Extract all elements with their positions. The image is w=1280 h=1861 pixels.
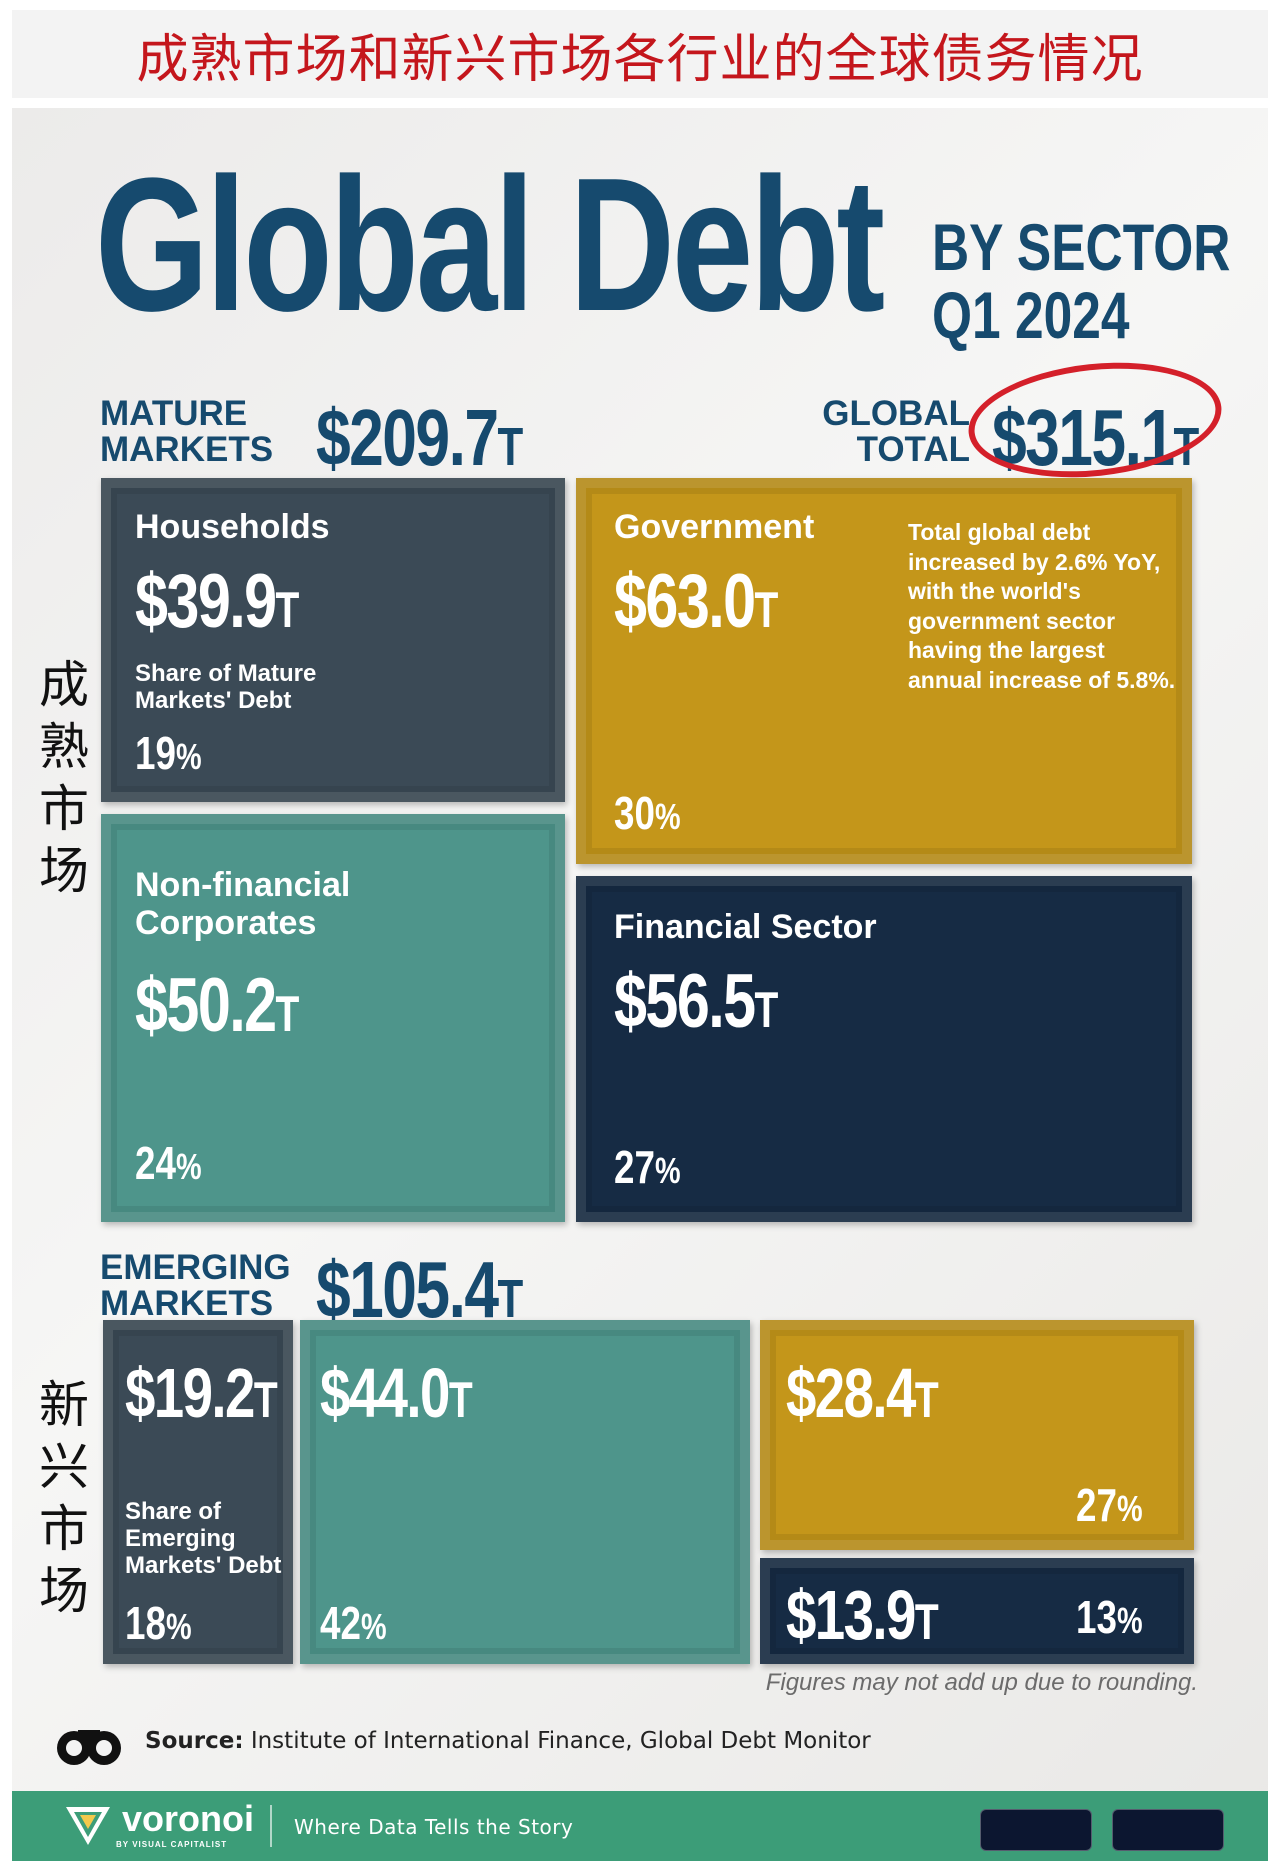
subtitle-line2: Q1 2024: [932, 278, 1130, 352]
tile-nonfinancial-corporates: Non-financial Corporates $50.2T 24%: [101, 814, 565, 1222]
tile-name: Households: [135, 508, 330, 546]
tile-value: $50.2T: [135, 963, 299, 1048]
tile-value: $56.5T: [614, 959, 778, 1044]
app-store-badge[interactable]: [980, 1809, 1092, 1851]
share-caption: Share of Mature Markets' Debt: [135, 660, 317, 714]
global-total-label: GLOBAL TOTAL: [822, 394, 970, 469]
mature-markets-label: MATURE MARKETS: [100, 394, 274, 469]
government-annotation: Total global debt increased by 2.6% YoY,…: [908, 519, 1176, 693]
tile-name: Non-financial Corporates: [135, 866, 351, 942]
mature-markets-chinese-label: 成 熟 市 场: [39, 656, 89, 900]
global-total-value: $315.1T: [992, 393, 1199, 482]
tile-value: $44.0T: [320, 1354, 473, 1432]
tile-value: $13.9T: [786, 1576, 939, 1654]
tile-value: $39.9T: [135, 559, 299, 644]
tile-value: $63.0T: [614, 559, 778, 644]
tile-share: 24%: [135, 1137, 202, 1189]
chinese-title: 成熟市场和新兴市场各行业的全球债务情况: [136, 29, 1144, 90]
footer-divider: [270, 1805, 272, 1847]
tile-name: Government: [614, 508, 815, 546]
tile-em-financial-sector: $13.9T 13%: [760, 1558, 1194, 1664]
emerging-markets-label: EMERGING MARKETS: [100, 1248, 291, 1323]
tile-em-households: $19.2T Share of Emerging Markets' Debt 1…: [103, 1320, 293, 1664]
chinese-title-banner: 成熟市场和新兴市场各行业的全球债务情况: [12, 10, 1268, 98]
tile-households: Households $39.9T Share of Mature Market…: [101, 478, 565, 802]
rounding-footnote: Figures may not add up due to rounding.: [765, 1669, 1198, 1696]
emerging-markets-total: $105.4T: [316, 1245, 523, 1334]
brand-name: voronoi: [122, 1798, 254, 1839]
tile-share: 18%: [125, 1597, 192, 1649]
tile-share: 27%: [614, 1141, 681, 1193]
tile-share: 30%: [614, 787, 681, 839]
main-title: Global Debt: [95, 139, 885, 351]
source-citation: Source: Institute of International Finan…: [145, 1728, 871, 1754]
tile-government: Government $63.0T 30%: [576, 478, 1192, 864]
tile-name: Financial Sector: [614, 908, 877, 946]
emerging-markets-chinese-label: 新 兴 市 场: [39, 1376, 89, 1620]
tile-financial-sector: Financial Sector $56.5T 27%: [576, 876, 1192, 1222]
tile-share: 13%: [1076, 1591, 1143, 1643]
tile-value: $28.4T: [786, 1354, 939, 1432]
tile-value: $19.2T: [125, 1354, 278, 1432]
tile-share: 27%: [1076, 1479, 1143, 1531]
tile-share: 42%: [320, 1597, 387, 1649]
tile-em-government: $28.4T 27%: [760, 1320, 1194, 1550]
share-caption: Share of Emerging Markets' Debt: [125, 1498, 282, 1579]
subtitle: BY SECTOR Q1 2024: [932, 214, 1230, 350]
google-play-badge[interactable]: [1112, 1809, 1224, 1851]
brand-subtitle: BY VISUAL CAPITALIST: [116, 1840, 228, 1849]
tagline: Where Data Tells the Story: [294, 1815, 574, 1839]
subtitle-line1: BY SECTOR: [932, 210, 1231, 284]
footer-bar: voronoi BY VISUAL CAPITALIST Where Data …: [12, 1791, 1268, 1861]
mature-markets-total: $209.7T: [316, 393, 523, 482]
tile-share: 19%: [135, 727, 202, 779]
voronoi-logo-icon: [66, 1807, 110, 1845]
tile-em-nonfinancial-corporates: $44.0T 42%: [300, 1320, 750, 1664]
binoculars-icon: [57, 1730, 121, 1765]
